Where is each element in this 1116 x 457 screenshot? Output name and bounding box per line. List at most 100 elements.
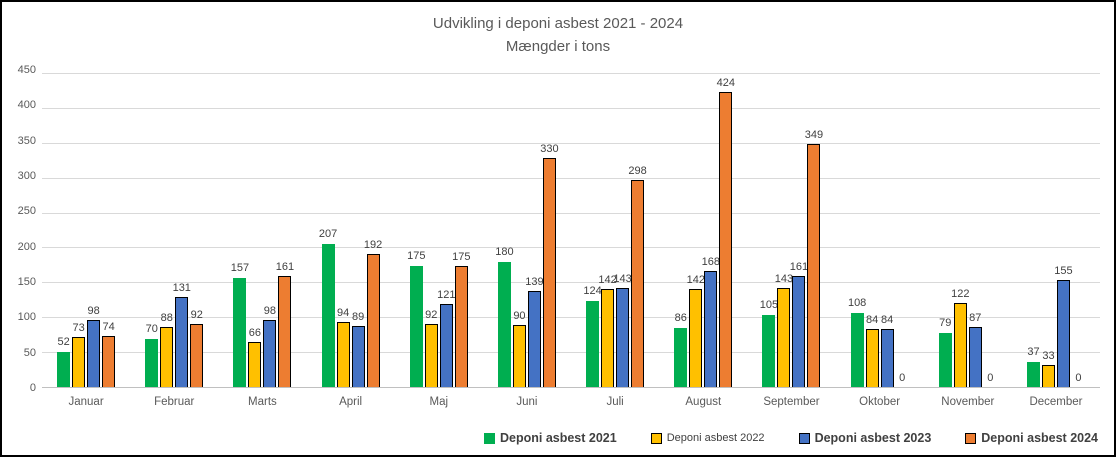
bar-group-juni: 180 90 139 330 <box>483 74 571 388</box>
legend-label: Deponi asbest 2022 <box>666 432 765 444</box>
legend-item: Deponi asbest 2023 <box>798 431 932 445</box>
bar-value-label: 70 <box>145 323 158 336</box>
bar-value-label: 66 <box>248 326 262 339</box>
bar: 84 <box>865 314 879 388</box>
bar-value-label: 157 <box>230 262 250 275</box>
bar: 298 <box>628 165 647 388</box>
x-category-label: December <box>1029 396 1083 408</box>
chart-title-line2: Mængder i tons <box>505 38 611 56</box>
bar-value-label: 84 <box>881 314 894 327</box>
bar-value-label: 90 <box>513 310 526 323</box>
bar-value-label: 87 <box>969 312 982 325</box>
bar: 98 <box>87 305 101 388</box>
bar: 143 <box>613 273 632 388</box>
bar-value-label: 33 <box>1042 349 1055 362</box>
bar: 84 <box>880 314 894 388</box>
bar-value-label: 94 <box>336 307 350 320</box>
bar-group-maj: 175 92 121 175 <box>395 74 483 388</box>
bar: 88 <box>160 312 174 388</box>
bar-value-label: 175 <box>452 250 471 263</box>
bar-value-label: 0 <box>1075 372 1082 384</box>
bar-value-label: 175 <box>407 249 426 262</box>
bar: 73 <box>72 322 86 388</box>
x-category-label: Juni <box>516 396 538 408</box>
bar: 66 <box>248 327 262 388</box>
bar-value-label: 143 <box>613 273 632 286</box>
bar: 207 <box>319 228 337 388</box>
gridline <box>42 352 1100 354</box>
bar: 161 <box>276 261 294 388</box>
bar-value-label: 52 <box>57 335 70 348</box>
bar: 142 <box>687 274 705 388</box>
bar: 175 <box>452 251 470 388</box>
gridline <box>42 73 1100 74</box>
bar: 122 <box>951 288 969 388</box>
bar-value-label: 192 <box>363 239 383 252</box>
bar-value-label: 155 <box>1054 264 1073 277</box>
bar: 70 <box>145 323 159 388</box>
legend-swatch-icon <box>965 432 977 444</box>
gridline <box>42 247 1100 249</box>
bar-value-label: 139 <box>525 276 544 289</box>
bar: 90 <box>512 310 526 388</box>
bar-value-label: 124 <box>583 285 602 298</box>
bar-value-label: 131 <box>172 281 191 294</box>
bar-value-label: 0 <box>899 372 906 384</box>
bar-group-april: 207 94 89 192 <box>307 74 395 388</box>
bar-group-august: 86 142 168 424 <box>659 74 747 388</box>
bar-value-label: 168 <box>701 255 720 268</box>
bar-group-januar: 52 73 98 74 <box>42 74 130 388</box>
bar: 37 <box>1026 346 1040 388</box>
chart-title-line1: Udvikling i deponi asbest 2021 - 2024 <box>432 15 684 32</box>
bar-value-label: 180 <box>495 246 514 259</box>
bar: 52 <box>57 336 71 388</box>
x-axis-line <box>42 387 1100 388</box>
bar-value-label: 92 <box>425 308 438 321</box>
y-tick-label: 350 <box>17 134 36 147</box>
bar: 33 <box>1041 350 1055 388</box>
x-category-label: Februar <box>154 396 195 408</box>
bar: 92 <box>190 309 204 388</box>
bar-value-label: 161 <box>275 260 295 273</box>
bar: 87 <box>968 312 982 388</box>
bar-value-label: 207 <box>318 227 338 240</box>
bar-group-december: 37 33 155 0 <box>1012 74 1100 388</box>
legend-item: Deponi asbest 2021 <box>483 431 617 445</box>
gridline <box>42 212 1100 214</box>
bar-group-juli: 124 142 143 298 <box>571 74 659 388</box>
x-category-label: November <box>941 396 995 408</box>
bar-value-label: 98 <box>87 304 100 317</box>
bar-value-label: 92 <box>190 308 203 321</box>
chart-title: Udvikling i deponi asbest 2021 - 2024 Mæ… <box>2 12 1114 59</box>
y-tick-label: 50 <box>23 346 36 359</box>
x-category-label: Juli <box>606 396 624 408</box>
gridline <box>42 107 1100 109</box>
y-tick-label: 150 <box>17 276 36 288</box>
y-tick-label: 400 <box>17 99 36 112</box>
gridline <box>42 177 1100 179</box>
bar-value-label: 108 <box>847 296 867 309</box>
bar-value-label: 121 <box>437 288 456 301</box>
legend-label: Deponi asbest 2023 <box>814 431 932 445</box>
bar-group-marts: 157 66 98 161 <box>218 74 306 388</box>
bar-value-label: 86 <box>674 312 687 324</box>
bar-value-label: 88 <box>160 311 173 324</box>
bar-value-label: 143 <box>774 273 794 286</box>
bar-value-label: 122 <box>951 287 970 300</box>
plot-area: 52 73 98 74 70 88 131 92 157 66 98 161 207 94 89 192 175… <box>42 73 1100 388</box>
bar: 349 <box>805 129 823 388</box>
bar: 139 <box>525 276 544 388</box>
legend-swatch-icon <box>483 432 495 444</box>
x-axis-labels: Januar Februar Marts April Maj Juni Juli August… <box>42 396 1100 408</box>
y-tick-label: 200 <box>17 240 36 253</box>
bar: 108 <box>848 297 866 388</box>
legend-item: Deponi asbest 2022 <box>650 432 765 444</box>
bar-group-oktober: 108 84 84 0 <box>836 74 924 388</box>
bar-value-label: 424 <box>716 77 735 90</box>
bar-value-label: 37 <box>1027 346 1040 359</box>
bar: 155 <box>1054 265 1073 388</box>
bar: 192 <box>364 239 382 388</box>
y-tick-label: 0 <box>29 382 36 394</box>
bar-value-label: 330 <box>540 142 559 155</box>
